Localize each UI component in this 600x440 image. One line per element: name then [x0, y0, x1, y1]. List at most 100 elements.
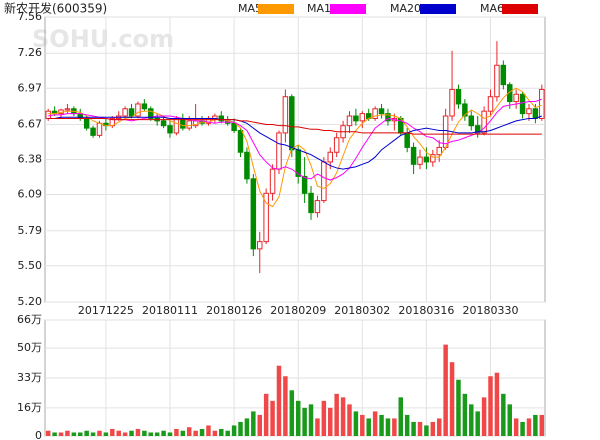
volume-bar: [501, 393, 506, 436]
candle-body: [301, 175, 308, 194]
volume-bar: [84, 430, 89, 436]
candle-body: [372, 108, 378, 119]
volume-bar: [180, 430, 186, 436]
candle-body: [45, 110, 51, 119]
legend-swatch: [330, 4, 366, 14]
volume-bar: [411, 421, 416, 436]
x-tick-label: 20180209: [270, 304, 326, 317]
volume-bar: [58, 432, 64, 436]
y-tick-label: 50万: [17, 341, 42, 354]
candle-body: [237, 130, 244, 153]
volume-bar: [263, 393, 269, 436]
volume-bar: [372, 411, 378, 436]
candle-body: [385, 113, 391, 122]
x-tick-label: 20180330: [463, 304, 519, 317]
candle-body: [231, 122, 237, 132]
y-tick-label: 5.50: [18, 259, 43, 272]
volume-bar: [494, 372, 500, 436]
volume-bar: [513, 418, 519, 436]
volume-bar: [366, 418, 371, 436]
volume-bar: [154, 432, 160, 436]
volume-bar: [398, 397, 404, 436]
candle-body: [500, 64, 507, 86]
y-tick-label: 33万: [17, 371, 42, 384]
volume-bar: [462, 393, 468, 436]
volume-bar: [392, 418, 397, 436]
volume-bar: [206, 425, 211, 436]
volume-bar: [456, 379, 461, 436]
volume-bar: [78, 432, 83, 436]
volume-bar: [65, 430, 70, 436]
volume-bar: [321, 400, 327, 436]
legend-swatch: [420, 4, 456, 14]
candle-body: [481, 110, 487, 134]
volume-bar: [199, 428, 205, 436]
volume-bar: [520, 421, 525, 436]
volume-bar: [244, 418, 250, 436]
candle-body: [314, 200, 321, 214]
volume-bar: [212, 430, 218, 436]
volume-bar: [148, 432, 154, 436]
candle-body: [308, 192, 314, 214]
volume-bar: [539, 414, 545, 436]
volume-bar: [71, 432, 77, 436]
candle-body: [462, 103, 468, 117]
y-tick-label: 6.97: [18, 81, 43, 94]
volume-bar: [219, 428, 224, 436]
x-tick-label: 20180302: [334, 304, 390, 317]
candle-body: [449, 88, 455, 117]
y-tick-label: 5.79: [18, 224, 43, 237]
candle-body: [507, 84, 513, 103]
candle-body: [173, 117, 180, 134]
volume-bar: [90, 432, 96, 436]
volume-bar: [449, 362, 455, 436]
candle-body: [276, 132, 282, 170]
candle-body: [282, 96, 289, 134]
volume-bar: [308, 404, 314, 436]
volume-bar: [283, 376, 288, 436]
volume-bar: [276, 365, 282, 436]
candle-body: [404, 132, 410, 148]
volume-bar: [328, 407, 333, 436]
volume-bar: [481, 397, 487, 436]
y-tick-label: 0: [35, 429, 42, 440]
volume-bar: [443, 344, 448, 436]
chart-title: 新农开发(600359): [4, 1, 107, 16]
candle-body: [244, 151, 250, 180]
ma-line: [48, 98, 542, 181]
candle-body: [519, 93, 526, 115]
volume-bar: [289, 390, 295, 436]
candle-body: [64, 108, 71, 111]
candle-body: [327, 151, 333, 163]
volume-bar: [231, 425, 237, 436]
x-tick-label: 20180316: [398, 304, 454, 317]
candle-body: [186, 120, 192, 129]
candle-body: [487, 96, 494, 112]
x-tick-label: 20180126: [206, 304, 262, 317]
legend-swatch: [502, 4, 538, 14]
ma-line: [48, 115, 542, 170]
volume-bar: [379, 414, 384, 436]
volume-bar: [469, 404, 474, 436]
volume-bar: [251, 411, 256, 436]
volume-bar: [436, 418, 442, 436]
candle-body: [160, 120, 167, 127]
volume-bar: [103, 432, 109, 436]
volume-bar: [295, 400, 301, 436]
volume-bar: [360, 414, 365, 436]
candle-body: [378, 108, 385, 115]
volume-bar: [97, 430, 102, 436]
candle-body: [96, 122, 103, 136]
candle-body: [263, 192, 269, 243]
volume-bar: [404, 414, 410, 436]
volume-bar: [142, 430, 147, 436]
candle-body: [353, 115, 359, 122]
volume-bar: [507, 404, 512, 436]
candle-body: [321, 161, 327, 202]
volume-bar: [161, 430, 166, 436]
x-tick-label: 20171225: [78, 304, 134, 317]
candle-body: [141, 103, 148, 110]
volume-bar: [385, 418, 391, 436]
y-tick-label: 16万: [17, 401, 42, 414]
